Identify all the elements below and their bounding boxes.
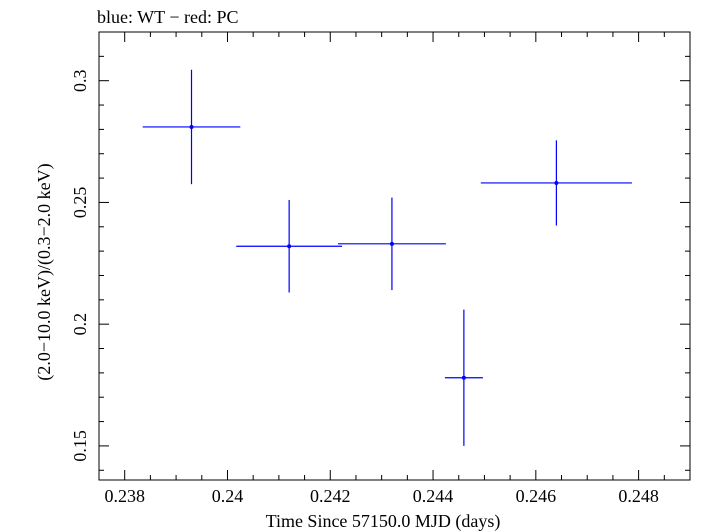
point-marker	[389, 241, 394, 246]
point-marker	[461, 375, 466, 380]
data-point	[236, 200, 343, 293]
x-tick-label: 0.246	[516, 486, 557, 506]
point-marker	[287, 244, 292, 249]
data-point	[337, 197, 446, 291]
data-point	[480, 140, 632, 226]
point-marker	[189, 124, 194, 129]
data-marks	[142, 69, 632, 446]
x-tick-label: 0.238	[104, 486, 145, 506]
axis-ticks: 0.238 0.24 0.242 0.244 0.246 0.248 0.15 0.2 0.25…	[70, 32, 691, 506]
y-tick-label: 0.2	[70, 313, 90, 336]
data-point	[142, 69, 241, 185]
x-tick-label: 0.244	[413, 486, 454, 506]
y-tick-label: 0.3	[70, 69, 90, 92]
x-tick-label: 0.248	[618, 486, 659, 506]
point-marker	[554, 180, 559, 185]
x-tick-label: 0.242	[310, 486, 351, 506]
x-axis-label: Time Since 57150.0 MJD (days)	[266, 511, 501, 532]
chart-title: blue: WT − red: PC	[97, 7, 238, 27]
y-tick-label: 0.15	[70, 430, 90, 462]
y-axis-label: (2.0−10.0 keV)/(0.3−2.0 keV)	[34, 163, 55, 380]
x-tick-label: 0.24	[212, 486, 244, 506]
plot-frame	[98, 31, 691, 481]
data-point	[444, 309, 483, 446]
y-tick-label: 0.25	[70, 187, 90, 219]
